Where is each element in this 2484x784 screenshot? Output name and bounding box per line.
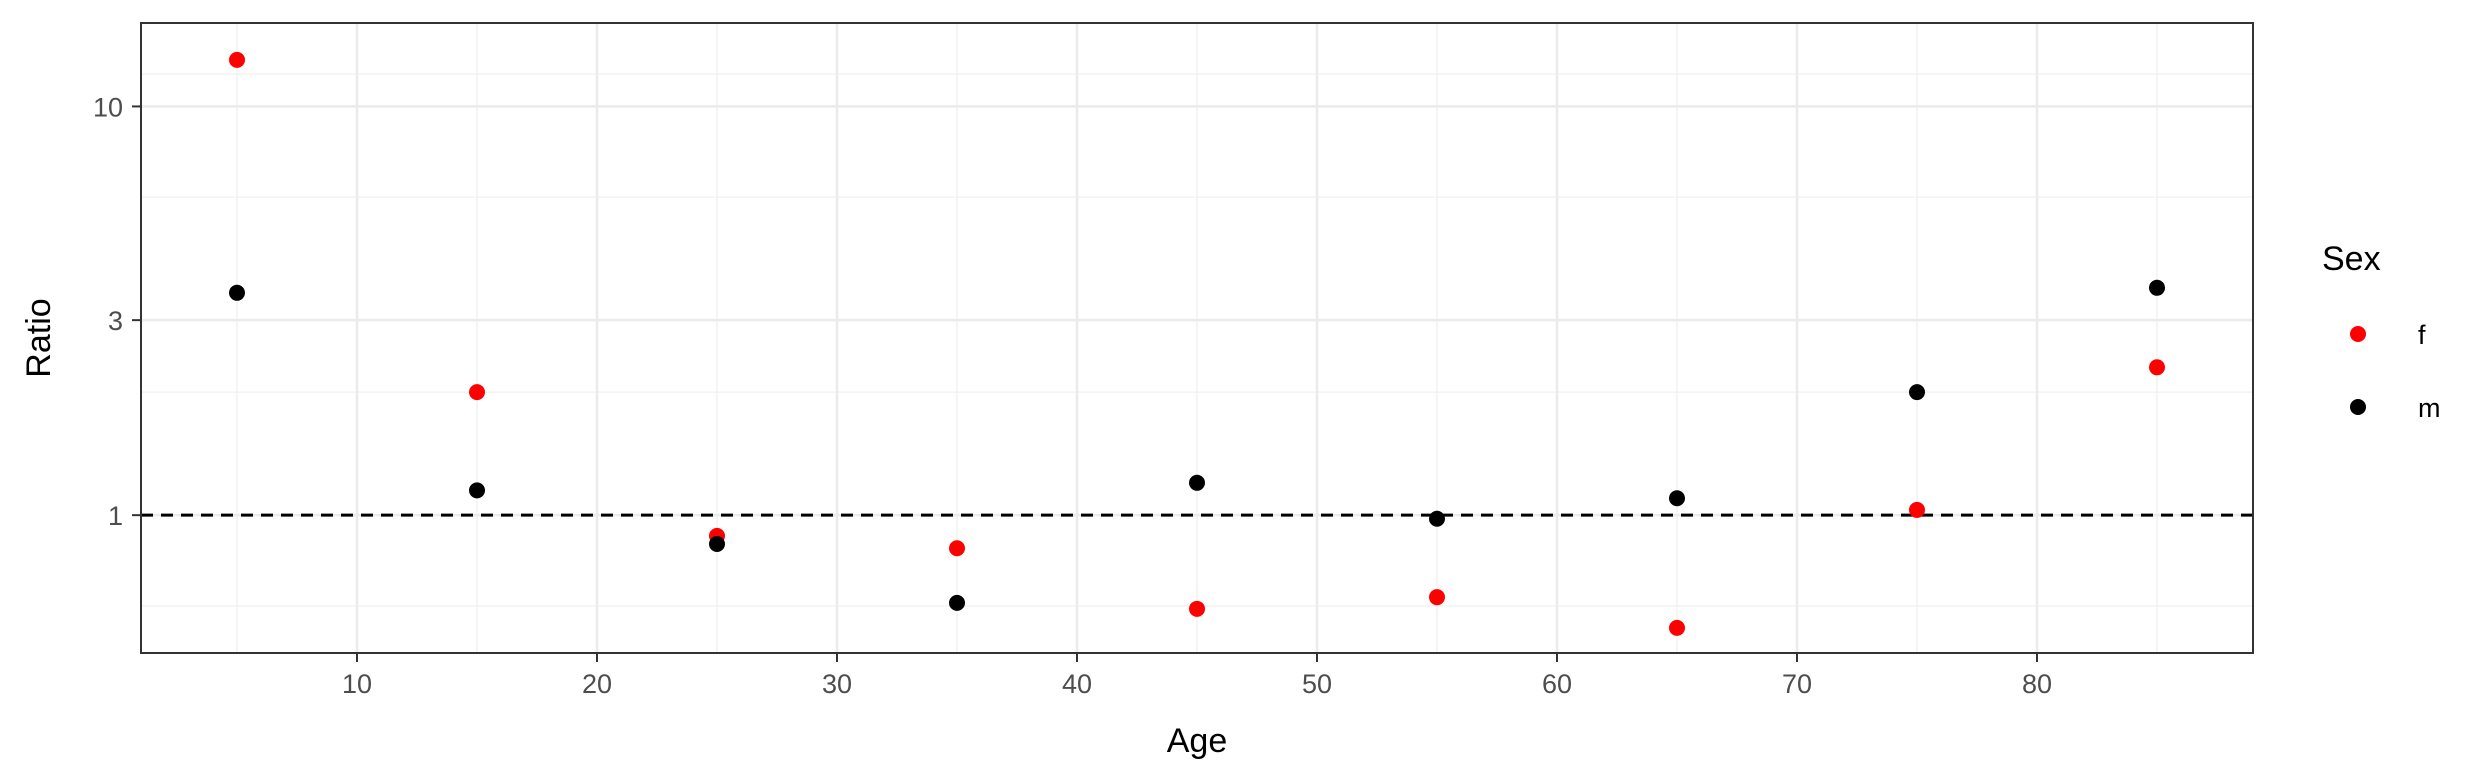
point-f — [2149, 359, 2165, 376]
point-f — [469, 384, 485, 401]
legend-label-f: f — [2418, 320, 2426, 350]
x-tick-label: 30 — [822, 669, 852, 699]
point-m — [469, 482, 485, 499]
point-m — [2149, 279, 2165, 296]
point-m — [1909, 384, 1925, 401]
y-tick-label: 3 — [108, 306, 123, 336]
x-tick-label: 10 — [342, 669, 372, 699]
point-m — [229, 284, 245, 301]
legend-key-f — [2350, 326, 2366, 342]
point-f — [1669, 619, 1685, 636]
y-tick-label: 1 — [108, 501, 123, 531]
legend-label-m: m — [2418, 393, 2441, 423]
x-tick-label: 70 — [1782, 669, 1812, 699]
legend-title: Sex — [2322, 240, 2381, 278]
point-f — [1909, 501, 1925, 518]
point-f — [1429, 589, 1445, 606]
y-axis-title: Ratio — [20, 298, 58, 377]
point-m — [1669, 490, 1685, 507]
point-f — [229, 51, 245, 68]
point-f — [1189, 600, 1205, 617]
x-tick-label: 50 — [1302, 669, 1332, 699]
legend: Sex f m — [2322, 240, 2441, 423]
panel-border — [140, 22, 2254, 654]
point-m — [949, 594, 965, 611]
x-axis: 10 20 30 40 50 60 70 80 — [342, 653, 2052, 699]
x-tick-label: 80 — [2022, 669, 2052, 699]
x-axis-title: Age — [1167, 722, 1228, 760]
y-tick-label: 10 — [93, 92, 123, 122]
point-m — [1429, 510, 1445, 527]
x-tick-label: 40 — [1062, 669, 1092, 699]
x-tick-label: 60 — [1542, 669, 1572, 699]
data-points — [229, 51, 2165, 636]
y-axis: 1 3 10 — [93, 92, 141, 531]
point-f — [949, 540, 965, 557]
point-m — [709, 536, 725, 553]
point-m — [1189, 474, 1205, 491]
x-tick-label: 20 — [582, 669, 612, 699]
legend-key-m — [2350, 399, 2366, 415]
